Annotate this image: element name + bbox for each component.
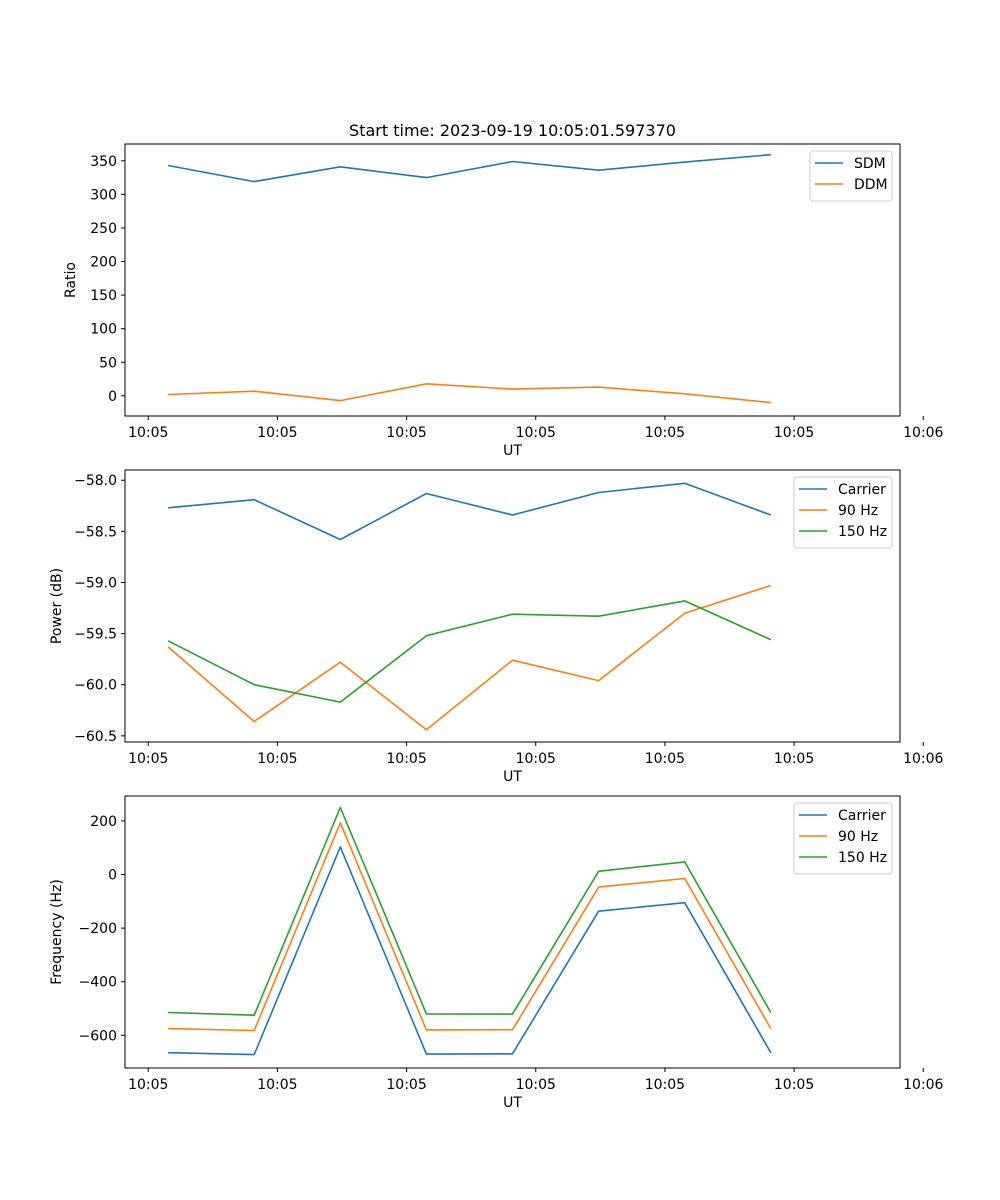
y-tick-label: 300 bbox=[90, 187, 117, 203]
x-tick-label: 10:05 bbox=[774, 425, 814, 441]
legend-label: DDM bbox=[854, 177, 888, 193]
x-tick-label: 10:05 bbox=[257, 1077, 297, 1093]
y-tick-label: −58.5 bbox=[74, 524, 117, 540]
x-tick-label: 10:05 bbox=[645, 425, 685, 441]
x-tick-label: 10:05 bbox=[128, 751, 168, 767]
y-tick-label: 150 bbox=[90, 288, 117, 304]
x-axis-label: UT bbox=[503, 443, 522, 459]
x-tick-label: 10:06 bbox=[903, 751, 943, 767]
y-tick-label: −59.5 bbox=[74, 627, 117, 643]
series-line-ddm bbox=[168, 382, 771, 404]
series-line-sdm bbox=[167, 153, 771, 183]
y-tick-label: −58.0 bbox=[74, 473, 117, 489]
y-tick-label: 200 bbox=[90, 255, 117, 271]
y-tick-label: 0 bbox=[108, 868, 117, 884]
legend: Carrier 90 Hz 150 Hz bbox=[793, 476, 893, 549]
chart-panel-3: 10:05 10:05 10:05 10:05 10:05 10:05 10:06 −600 −… bbox=[49, 795, 944, 1111]
x-tick-label: 10:05 bbox=[257, 425, 297, 441]
series-line-150-hz bbox=[167, 600, 772, 703]
series-line-carrier bbox=[168, 482, 772, 541]
y-axis-label: Ratio bbox=[63, 262, 79, 298]
x-tick-label: 10:06 bbox=[903, 425, 943, 441]
series-line-150-hz bbox=[168, 806, 772, 1017]
x-tick-label: 10:05 bbox=[128, 1077, 168, 1093]
y-tick-label: 350 bbox=[90, 154, 117, 170]
legend-label: 150 Hz bbox=[838, 524, 887, 540]
y-axis-label: Power (dB) bbox=[49, 568, 65, 644]
legend-label: SDM bbox=[854, 156, 886, 172]
chart-title: Start time: 2023-09-19 10:05:01.597370 bbox=[349, 121, 676, 140]
axes-frame bbox=[124, 795, 901, 1069]
x-tick-label: 10:06 bbox=[903, 1077, 943, 1093]
x-tick-label: 10:05 bbox=[128, 425, 168, 441]
chart-panel-1: 10:05 10:05 10:05 10:05 10:05 10:05 10:06 0 50 10… bbox=[63, 121, 944, 459]
y-tick-label: −60.0 bbox=[74, 678, 117, 694]
x-tick-label: 10:05 bbox=[645, 751, 685, 767]
x-tick-label: 10:05 bbox=[386, 1077, 426, 1093]
legend: SDM DDM bbox=[809, 150, 893, 202]
x-axis-label: UT bbox=[503, 1095, 522, 1111]
x-tick-label: 10:05 bbox=[386, 751, 426, 767]
x-axis-label: UT bbox=[503, 769, 522, 785]
x-tick-label: 10:05 bbox=[516, 751, 556, 767]
y-tick-label: −60.5 bbox=[74, 729, 117, 745]
legend-label: 90 Hz bbox=[838, 503, 878, 519]
chart-panel-2: 10:05 10:05 10:05 10:05 10:05 10:05 10:06 −60.5… bbox=[49, 469, 944, 785]
x-tick-label: 10:05 bbox=[516, 1077, 556, 1093]
y-tick-label: 0 bbox=[108, 389, 117, 405]
series-line-carrier bbox=[168, 846, 772, 1056]
x-tick-label: 10:05 bbox=[774, 1077, 814, 1093]
legend: Carrier 90 Hz 150 Hz bbox=[793, 802, 893, 875]
y-tick-label: 250 bbox=[90, 221, 117, 237]
y-tick-label: 100 bbox=[90, 322, 117, 338]
series-line-90-hz bbox=[167, 584, 772, 731]
axes-frame bbox=[124, 143, 901, 417]
y-tick-label: 50 bbox=[99, 355, 117, 371]
legend-label: 90 Hz bbox=[838, 829, 878, 845]
legend-label: Carrier bbox=[838, 808, 886, 824]
series-line-90-hz bbox=[168, 821, 772, 1032]
y-tick-label: 200 bbox=[90, 814, 117, 830]
legend-label: 150 Hz bbox=[838, 850, 887, 866]
y-tick-label: −200 bbox=[79, 921, 117, 937]
y-axis-label: Frequency (Hz) bbox=[49, 879, 65, 985]
y-tick-label: −600 bbox=[79, 1028, 117, 1044]
y-tick-label: −59.0 bbox=[74, 575, 117, 591]
x-tick-label: 10:05 bbox=[774, 751, 814, 767]
y-tick-label: −400 bbox=[79, 975, 117, 991]
x-tick-label: 10:05 bbox=[516, 425, 556, 441]
x-tick-label: 10:05 bbox=[257, 751, 297, 767]
legend-label: Carrier bbox=[838, 482, 886, 498]
x-tick-label: 10:05 bbox=[645, 1077, 685, 1093]
x-tick-label: 10:05 bbox=[386, 425, 426, 441]
axes-frame bbox=[124, 469, 901, 743]
